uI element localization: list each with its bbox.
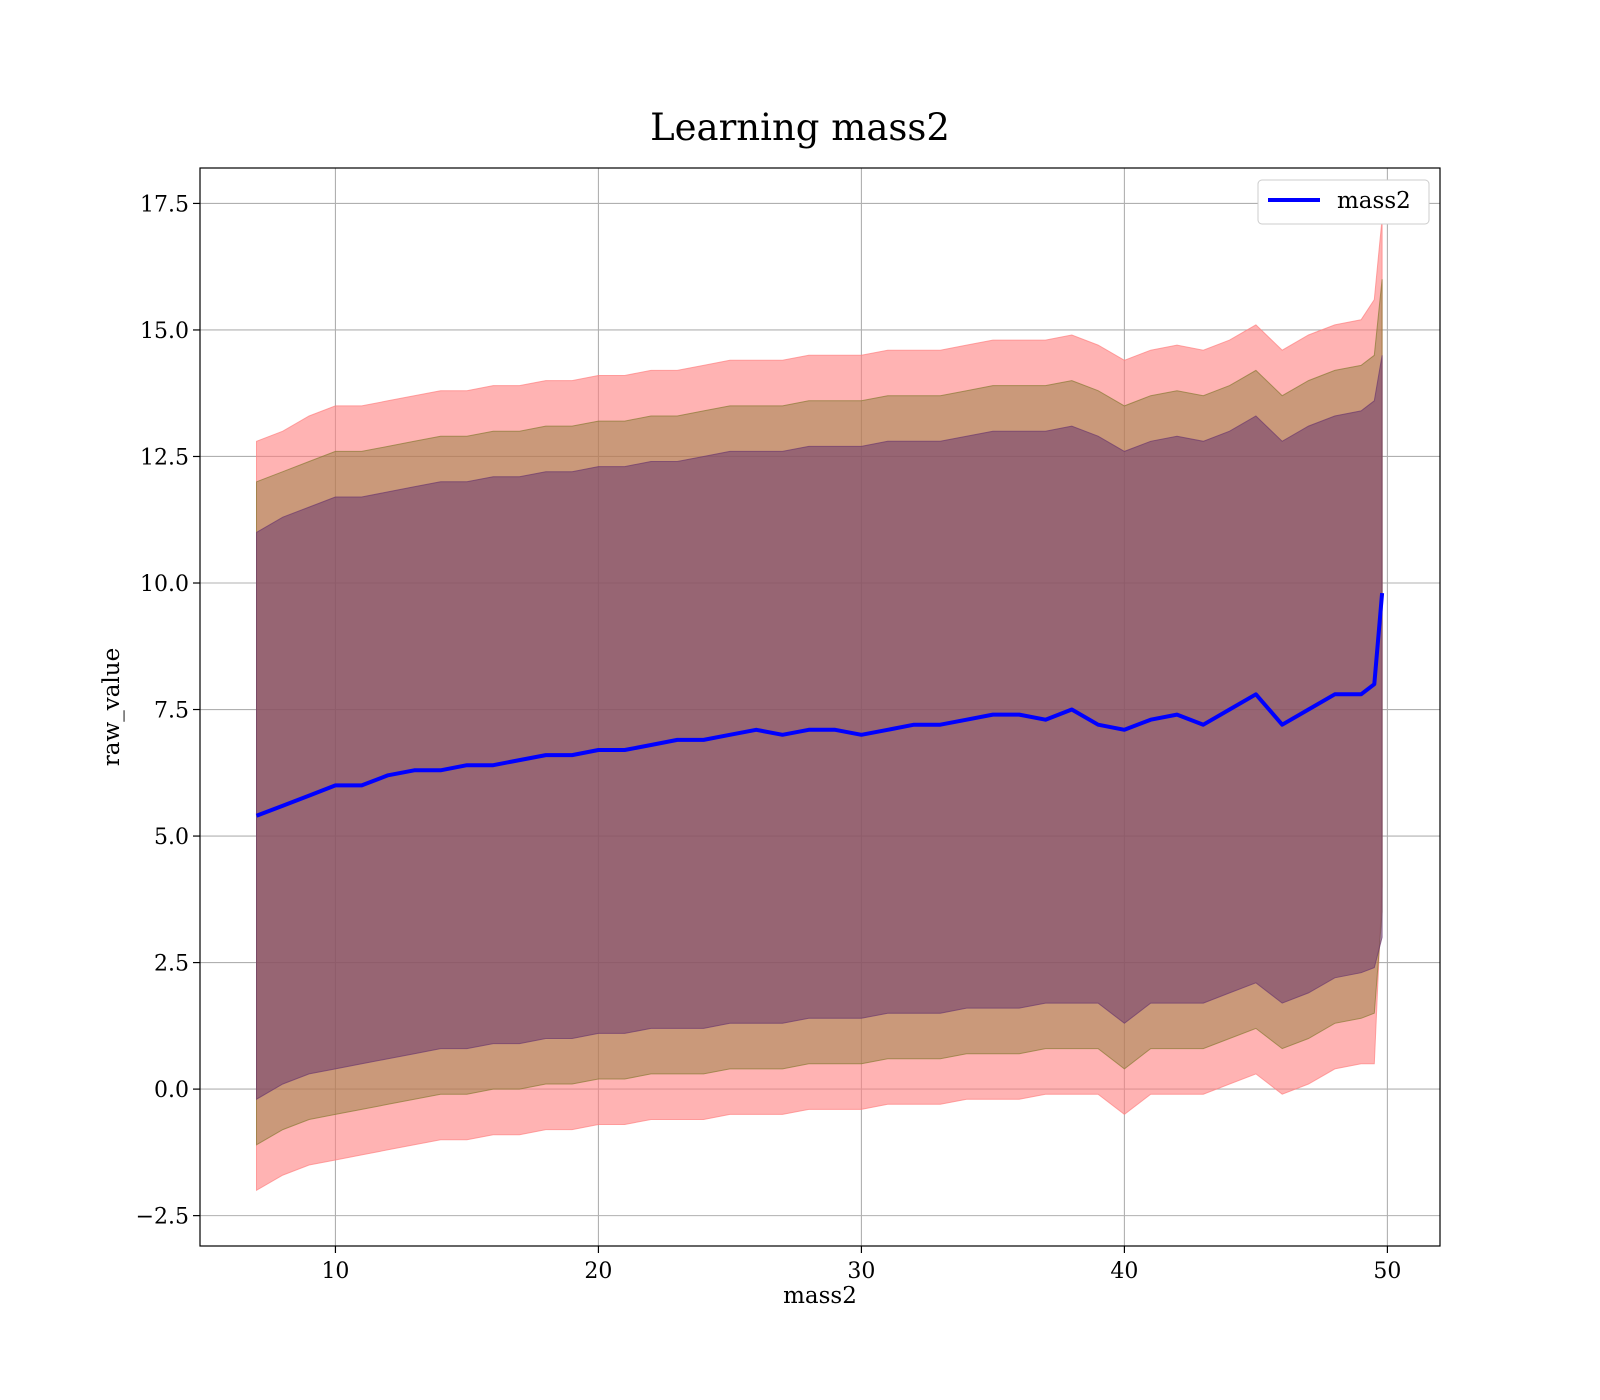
y-tick-label: −2.5 xyxy=(136,1205,189,1230)
y-tick-label: 15.0 xyxy=(140,319,189,344)
band-inner xyxy=(256,355,1383,1101)
x-tick-label: 40 xyxy=(1110,1259,1138,1284)
plot-frame xyxy=(199,167,1441,1247)
y-axis-label: raw_value xyxy=(99,648,125,766)
y-tick-label: 17.5 xyxy=(140,192,189,217)
x-tick-label: 50 xyxy=(1373,1259,1401,1284)
y-tick-label: 12.5 xyxy=(140,445,189,470)
x-axis-ticks: 10 20 30 40 50 xyxy=(321,1246,1401,1284)
legend-label-mass2: mass2 xyxy=(1337,188,1411,214)
x-axis-label: mass2 xyxy=(783,1283,857,1309)
legend-frame xyxy=(1257,179,1430,225)
y-tick-label: 5.0 xyxy=(154,825,189,850)
y-axis-ticks: −2.5 0.0 2.5 5.0 7.5 10.0 12.5 15.0 17.5 xyxy=(136,192,200,1230)
y-tick-label: 10.0 xyxy=(140,572,189,597)
y-tick-label: 2.5 xyxy=(154,952,189,977)
x-tick-label: 30 xyxy=(847,1259,875,1284)
series-line-mass2 xyxy=(255,592,1385,818)
x-tick-label: 20 xyxy=(584,1259,612,1284)
series-lines xyxy=(255,592,1385,818)
y-tick-label: 7.5 xyxy=(154,699,189,724)
x-tick-label: 10 xyxy=(321,1259,349,1284)
confidence-bands xyxy=(256,218,1383,1192)
legend: mass2 xyxy=(1257,179,1430,225)
chart-title: Learning mass2 xyxy=(650,106,950,149)
y-tick-label: 0.0 xyxy=(154,1078,189,1103)
